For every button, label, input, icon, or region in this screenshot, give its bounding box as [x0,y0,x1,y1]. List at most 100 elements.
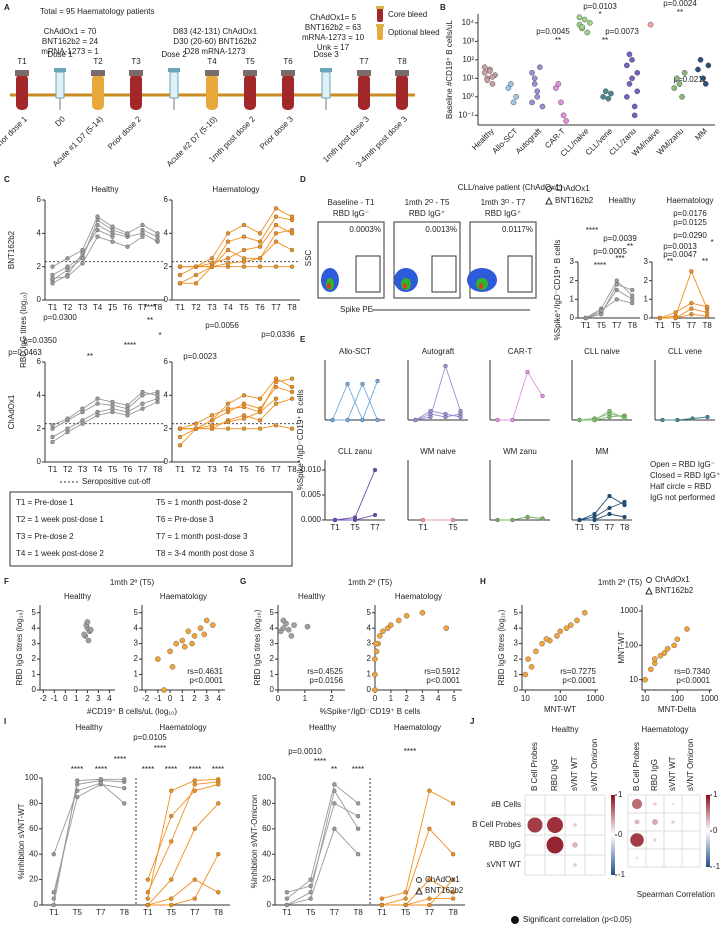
data-point [193,264,199,269]
data-point [657,315,663,321]
y-tick-label: 5 [134,608,139,617]
data-point [529,99,535,106]
data-point [289,247,295,253]
x-tick-label: 2 [85,694,90,703]
chart-title: WM zanu [503,447,537,456]
x-tick-label: T6 [123,303,133,312]
chart-subtitle: Haematology [160,592,207,601]
tube-cap [15,70,29,76]
data-point [684,626,690,632]
annotation: ** [602,36,608,45]
data-point [65,416,70,421]
data-point [705,62,712,69]
data-point [193,426,199,431]
x-tick-label: T8 [287,303,297,312]
data-point [273,239,279,244]
x-tick-label: T5 [350,523,360,532]
data-point [671,85,678,91]
x-tick-label: T7 [190,908,200,917]
color-bar-label: -1 [618,870,626,879]
data-point [209,413,215,418]
data-point [657,652,664,659]
row-label: RBD IgG [489,840,521,849]
y-tick-label: 4 [367,623,372,632]
panel-letter: E [300,335,306,344]
x-tick-label: 4 [436,694,441,703]
data-point [80,261,85,266]
data-point [427,826,432,831]
x-tick-label: T5 [73,908,83,917]
data-point [660,417,665,423]
x-tick-label: T2 [63,303,73,312]
data-point [592,517,597,523]
x-tick-label: T7 [271,465,281,474]
x-tick-label: 1 [74,694,79,703]
annotation: *** [615,254,624,263]
data-point [50,264,55,269]
data-point [193,421,199,426]
legend-symbol [546,186,552,192]
data-point [185,628,192,635]
series-line [180,241,293,268]
data-point [372,687,378,693]
flow-title: 1mth 2ᴼ - T5 [405,198,450,207]
flow-subtitle: RBD IgG⁺ [409,209,445,218]
panel-title: CLL/naive patient (ChAdOx1) [458,183,563,192]
data-point [505,85,512,91]
legend-note: Closed = RBD IgG⁺ [650,471,720,480]
x-tick-label: T5 [448,523,458,532]
dose-label: Dose 1 [47,50,73,59]
x-tick-label: T1 [330,523,340,532]
color-bar-label: 0 [618,830,623,839]
series-line [334,469,376,521]
stat-label: p<0.0001 [189,676,223,685]
data-point [280,617,287,624]
data-point [284,890,290,895]
timepoint-label: T3 [131,57,141,66]
data-point [375,378,380,384]
data-point [513,94,519,100]
data-point [675,417,680,423]
data-point [216,890,221,895]
y-tick-label: 3 [32,639,37,648]
row-label: ChAdOx1 [7,394,16,429]
corr-circle [653,838,657,842]
annotation: **** [124,341,136,350]
data-point [531,75,538,82]
data-point [289,426,295,431]
x-tick-label: T7 [138,465,148,474]
x-tick-label: T4 [223,465,233,474]
x-tick-label: T7 [370,523,380,532]
data-point [427,877,432,882]
tube-cap [129,70,143,76]
chart-title: CLL zanu [338,447,372,456]
x-tick-label: 1000 [701,694,719,703]
bleed-tube [16,74,28,110]
data-point [537,64,543,70]
data-point [522,671,529,678]
y-tick-label: 6 [164,357,169,366]
x-tick-label: T4 [93,303,103,312]
data-point [304,623,311,630]
x-tick-label: -2 [40,694,48,703]
legend-label: BNT162b2 [555,196,594,205]
data-point [155,656,161,662]
x-tick-label: T2 [191,303,201,312]
data-point [689,269,694,274]
x-tick-label: 10 [641,694,650,703]
series-line [662,416,708,421]
flow-gate [507,255,533,293]
data-point [581,609,588,616]
data-point [140,222,145,228]
data-point [95,234,100,239]
y-tick-label: 5 [514,608,519,617]
series-line [585,298,633,319]
data-point [690,416,695,421]
data-point [664,645,671,652]
data-point [360,417,365,423]
data-point [273,379,279,385]
color-bar [706,795,710,867]
series-line [659,302,708,319]
corr-circle [631,798,643,810]
